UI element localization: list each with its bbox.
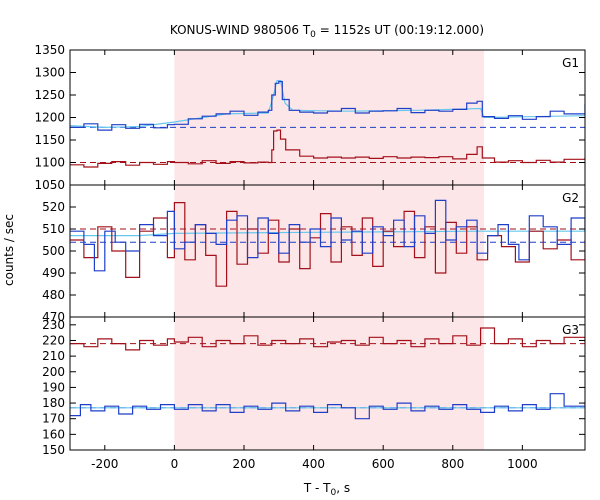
panel-g2-red-series-line (70, 202, 585, 287)
x-axis-title-prefix: T - T (303, 481, 331, 495)
panel-g1-blue-series-line (70, 80, 585, 131)
x-tick-label: 400 (302, 457, 325, 471)
panel-g3-frame (69, 316, 586, 451)
panel-g1-label: G1 (562, 56, 579, 70)
panel-g3-blue-series-line (70, 393, 585, 420)
panel-g3-y-tick-label: 200 (42, 365, 65, 379)
chart-title-suffix: = 1152s UT (00:19:12.000) (316, 23, 484, 37)
panel-g1-series-group (70, 80, 585, 168)
x-axis-title-subscript: 0 (331, 488, 337, 498)
panel-g1-y-tick-label: 1250 (34, 88, 65, 102)
chart-title: KONUS-WIND 980506 T0 = 1152s UT (00:19:1… (170, 23, 484, 40)
panel-g1-y-tick-label: 1050 (34, 178, 65, 192)
x-tick-label: 1000 (507, 457, 538, 471)
panel-g3-clipped-content (70, 327, 585, 420)
panel-g3-y-tick-label: 220 (42, 333, 65, 347)
panel-g1-y-tick-label: 1200 (34, 111, 65, 125)
panel-g3-label: G3 (562, 323, 579, 337)
panel-g3-y-tick-label: 210 (42, 349, 65, 363)
chart-title-subscript: 0 (310, 30, 316, 40)
panel-g3-y-tick-label: 160 (42, 427, 65, 441)
panel-g3-y-tick-label: 170 (42, 412, 65, 426)
x-axis-title-suffix: , s (336, 481, 350, 495)
panel-g2-y-tick-label: 490 (42, 266, 65, 280)
series-layer (70, 80, 585, 420)
panel-g2-clipped-content (70, 199, 585, 287)
panel-g1-y-tick-label: 1100 (34, 156, 65, 170)
panel-g1-y-tick-label: 1350 (34, 43, 65, 57)
panel-g3-y-tick-label: 230 (42, 318, 65, 332)
chart-title-prefix: KONUS-WIND 980506 T (170, 23, 311, 37)
panel-g2-y-tick-label: 470 (42, 310, 65, 324)
panel-g1-fit-curve (70, 80, 585, 129)
panel-g2-y-tick-label: 520 (42, 200, 65, 214)
panel-g2-blue-series-line (70, 199, 585, 272)
axes-layer: 1050 1100 1150 1200 1250 1300 1350 G1 470 480 490 5… (34, 43, 586, 471)
panel-g1-y-tick-label: 1150 (34, 133, 65, 147)
panel-g1-y-tick-label: 1300 (34, 66, 65, 80)
panel-g1-red-series-line (70, 129, 585, 168)
x-tick-label: 800 (441, 457, 464, 471)
x-tick-label: 0 (171, 457, 179, 471)
x-tick-label: -200 (91, 457, 118, 471)
panel-g3-red-series-line (70, 327, 585, 351)
x-axis-title: T - T0, s (303, 481, 350, 498)
panel-g3-y-tick-label: 180 (42, 396, 65, 410)
x-tick-label: 200 (233, 457, 256, 471)
panel-g3-series-group (70, 327, 585, 420)
panel-g2-label: G2 (562, 191, 579, 205)
panel-g1-clipped-content (70, 80, 585, 168)
panel-g2-series-group (70, 199, 585, 287)
x-tick-label: 600 (372, 457, 395, 471)
panel-g2-y-tick-label: 480 (42, 288, 65, 302)
panel-g2-y-tick-label: 500 (42, 244, 65, 258)
panel-g3-y-tick-label: 150 (42, 443, 65, 457)
panel-g2-y-tick-label: 510 (42, 222, 65, 236)
y-axis-title: counts / sec (2, 214, 16, 286)
panel-g3-y-tick-label: 190 (42, 380, 65, 394)
